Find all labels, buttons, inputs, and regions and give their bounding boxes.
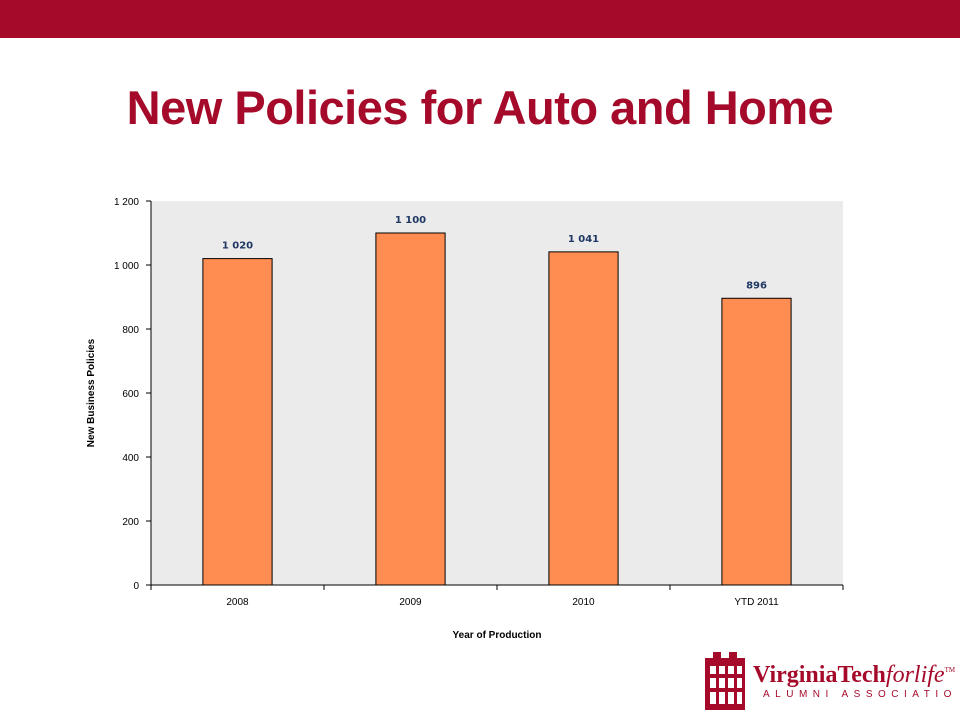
top-banner [0, 0, 960, 38]
data-label: 896 [746, 280, 767, 291]
x-tick-label: 2008 [226, 597, 249, 608]
x-tick-label: 2010 [572, 597, 595, 608]
y-tick-label: 400 [122, 453, 139, 464]
logo-subtitle: ALUMNI ASSOCIATION [763, 689, 955, 700]
y-tick-label: 1 200 [114, 197, 139, 208]
bar [375, 232, 446, 586]
y-tick-label: 200 [122, 517, 139, 528]
bar [721, 297, 792, 586]
bar [202, 258, 273, 586]
x-tick-label: 2009 [399, 597, 422, 608]
virginia-tech-alumni-logo: VirginiaTechforlifeTM ALUMNI ASSOCIATION [705, 652, 955, 710]
data-label: 1 041 [568, 234, 599, 245]
logo-tm: TM [945, 666, 955, 674]
bar [548, 251, 619, 586]
building-emblem-icon [705, 652, 745, 710]
x-axis-title: Year of Production [453, 630, 542, 641]
logo-wordmark: VirginiaTech [753, 662, 886, 688]
data-label: 1 100 [395, 215, 426, 226]
y-tick-label: 600 [122, 389, 139, 400]
logo-wordmark-forlife: forlife [886, 662, 945, 688]
data-label: 1 020 [222, 241, 253, 252]
svg-text:VirginiaTechforlifeTM: VirginiaTechforlifeTM [753, 662, 955, 688]
y-axis-title: New Business Policies [86, 338, 97, 447]
y-tick-label: 1 000 [114, 261, 139, 272]
y-tick-label: 0 [133, 581, 139, 592]
x-tick-label: YTD 2011 [734, 597, 779, 608]
slide-title: New Policies for Auto and Home [126, 81, 834, 134]
y-tick-label: 800 [122, 325, 139, 336]
